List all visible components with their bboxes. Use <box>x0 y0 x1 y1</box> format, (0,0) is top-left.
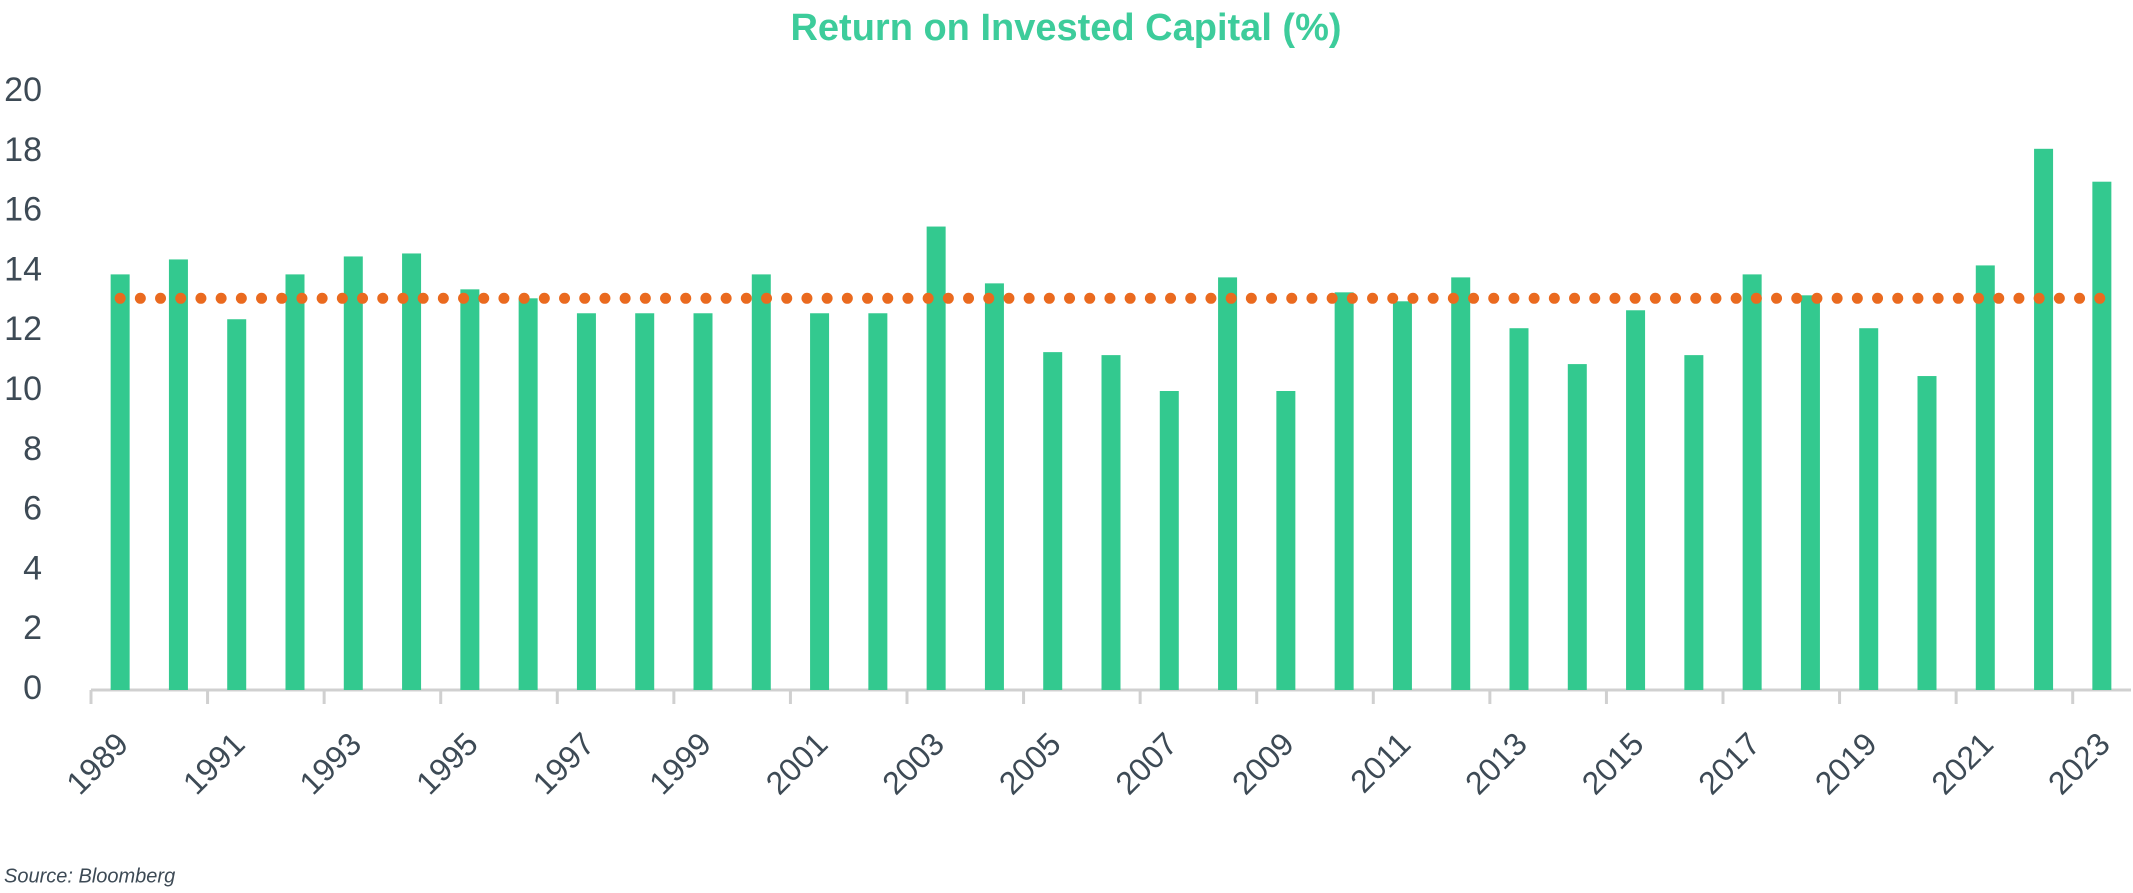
y-tick-label: 10 <box>4 370 42 408</box>
bar <box>1392 301 1412 690</box>
x-tick-label: 2017 <box>1691 725 1767 801</box>
bar <box>1742 274 1762 690</box>
bar <box>1276 391 1296 690</box>
bar <box>2092 181 2112 690</box>
bar <box>2034 148 2054 690</box>
y-tick-label: 2 <box>23 609 42 647</box>
bar <box>751 274 771 690</box>
x-tick-label: 1997 <box>526 725 602 801</box>
bar <box>1859 328 1879 690</box>
bar <box>110 274 130 690</box>
x-tick-label: 2021 <box>1924 725 2000 801</box>
source-note: Source: Bloomberg <box>4 865 175 887</box>
x-tick-label: 1991 <box>176 725 252 801</box>
bar <box>1684 355 1704 690</box>
bar <box>868 313 888 690</box>
x-tick-label: 2011 <box>1343 725 1417 799</box>
x-tick-label: 2013 <box>1458 725 1534 801</box>
bar <box>576 313 596 690</box>
x-tick-label: 1995 <box>409 725 485 801</box>
y-tick-label: 20 <box>4 71 42 109</box>
x-tick-label: 1989 <box>59 725 135 801</box>
x-tick-label: 2023 <box>2041 725 2117 801</box>
bar <box>1101 355 1121 690</box>
y-tick-label: 18 <box>4 131 42 169</box>
y-tick-label: 14 <box>4 250 42 288</box>
y-tick-label: 12 <box>4 310 42 348</box>
bar <box>1334 292 1354 690</box>
bar <box>168 259 188 690</box>
bar <box>1451 277 1471 690</box>
bar <box>1917 376 1937 690</box>
bar <box>1509 328 1529 690</box>
x-tick-label: 1999 <box>642 725 718 801</box>
bar <box>460 289 480 690</box>
y-tick-label: 6 <box>23 490 42 528</box>
bar <box>1218 277 1238 690</box>
x-tick-label: 2015 <box>1575 725 1651 801</box>
y-tick-label: 16 <box>4 191 42 229</box>
bar <box>285 274 305 690</box>
x-tick-label: 1993 <box>292 725 368 801</box>
y-tick-label: 8 <box>23 430 42 468</box>
bar <box>1567 364 1587 690</box>
bar <box>635 313 655 690</box>
bar <box>984 283 1004 690</box>
bar <box>343 256 363 690</box>
x-tick-label: 2003 <box>875 725 951 801</box>
bar <box>227 319 247 690</box>
bar <box>1159 391 1179 690</box>
chart-title: Return on Invested Capital (%) <box>790 7 1341 49</box>
bar <box>1626 310 1646 690</box>
x-tick-label: 2019 <box>1808 725 1884 801</box>
x-tick-label: 2009 <box>1225 725 1301 801</box>
x-tick-label: 2001 <box>759 725 835 801</box>
bar <box>1800 295 1820 690</box>
bar <box>1043 352 1063 690</box>
bar <box>693 313 713 690</box>
bar <box>926 226 946 691</box>
bar <box>810 313 830 690</box>
bar <box>518 298 538 690</box>
y-tick-label: 4 <box>23 549 42 587</box>
x-tick-label: 2007 <box>1108 725 1184 801</box>
bar <box>402 253 422 690</box>
x-tick-label: 2005 <box>992 725 1068 801</box>
bar <box>1975 265 1995 690</box>
y-tick-label: 0 <box>23 669 42 707</box>
